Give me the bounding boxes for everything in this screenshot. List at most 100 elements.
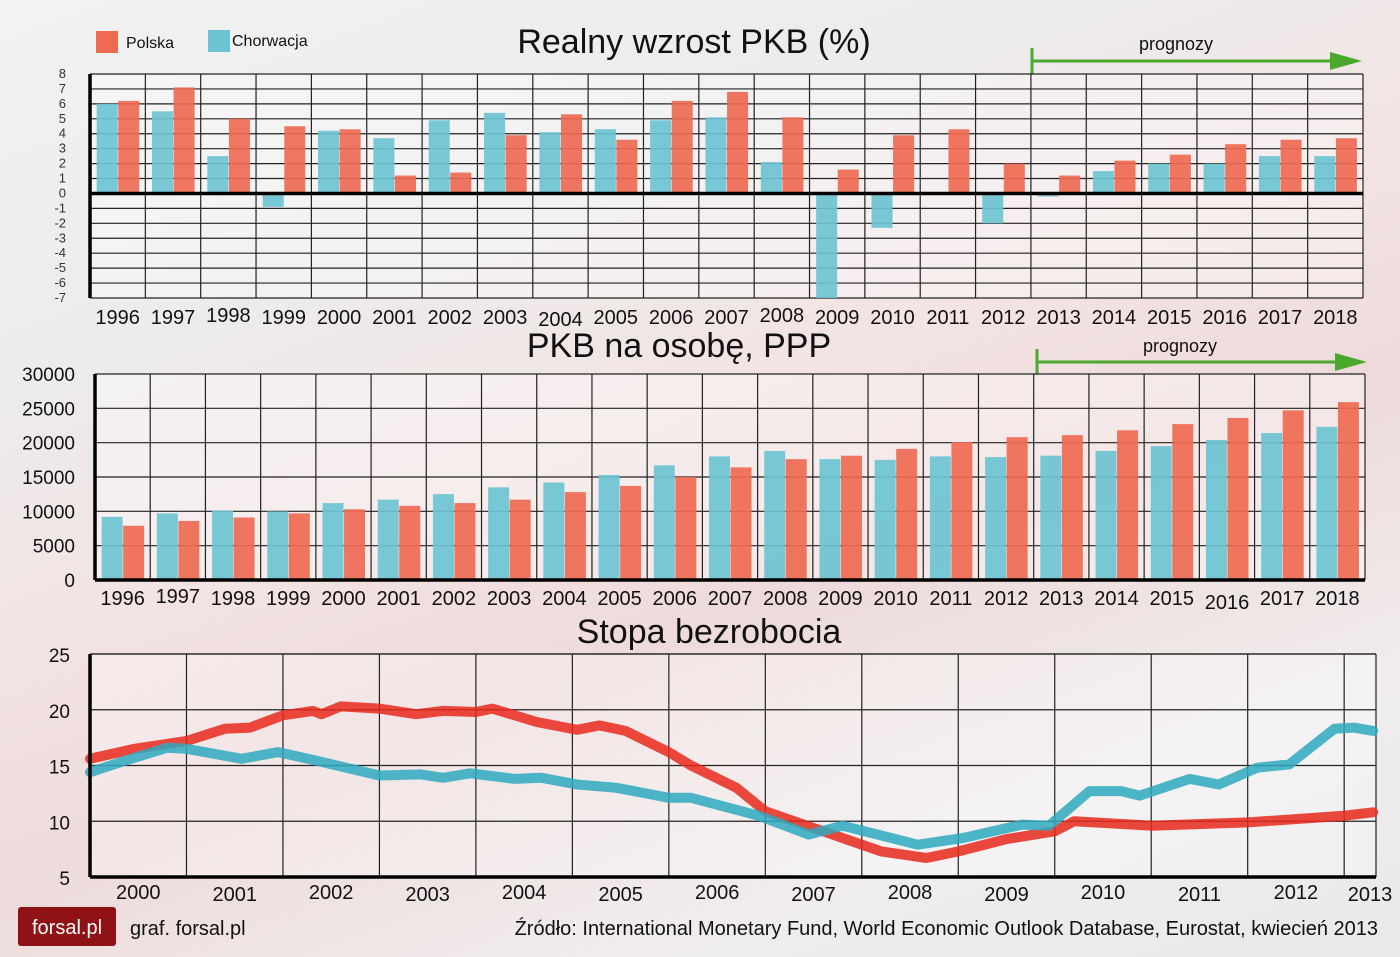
x-tick-label: 2003 (405, 884, 450, 906)
bar-chorwacja-2000 (318, 130, 340, 194)
bar-chorwacja-2005 (594, 129, 616, 194)
y-tick-label: -4 (54, 245, 66, 260)
bar-chorwacja-2015 (1148, 163, 1170, 194)
x-tick-label: 2004 (502, 882, 547, 904)
y-tick-label: -2 (54, 215, 66, 230)
x-tick-label: 2006 (695, 882, 740, 904)
bar-chorwacja-2011 (929, 456, 951, 580)
bar-polska-2004 (564, 492, 586, 580)
x-tick-label: 2012 (981, 307, 1026, 329)
x-tick-label: 2000 (321, 588, 366, 610)
y-tick-label: 6 (59, 96, 66, 111)
y-tick-label: -6 (54, 275, 66, 290)
source-text: Źródło: International Monetary Fund, Wor… (515, 917, 1378, 940)
y-tick-label: 8 (59, 66, 66, 81)
bar-polska-2013 (1061, 435, 1083, 580)
y-tick-label: 25000 (22, 399, 75, 420)
legend-label-chorwacja: Chorwacja (232, 33, 308, 50)
bar-chorwacja-2016 (1205, 439, 1227, 580)
line-series-polska (85, 701, 1379, 863)
x-tick-label: 2011 (1178, 884, 1221, 906)
bar-chorwacja-2014 (1092, 171, 1114, 194)
bar-chorwacja-2004 (539, 132, 561, 194)
bar-chorwacja-2010 (874, 459, 896, 580)
y-tick-label: 7 (59, 81, 66, 96)
bar-polska-2009 (840, 455, 862, 580)
bar-polska-2018 (1337, 402, 1359, 580)
x-tick-label: 1997 (156, 586, 201, 608)
y-tick-label: 0 (64, 571, 75, 592)
y-tick-label: 20 (49, 702, 70, 723)
bar-chorwacja-2004 (543, 482, 565, 580)
bar-chorwacja-2012 (982, 193, 1004, 224)
x-tick-label: 2008 (888, 882, 933, 904)
y-tick-label: 5 (59, 869, 70, 890)
bar-polska-1999 (288, 513, 310, 580)
forsal-logo[interactable]: forsal.pl (18, 907, 116, 946)
bar-polska-2014 (1114, 160, 1136, 194)
y-tick-label: -7 (54, 290, 66, 305)
gdp-growth-title: Realny wzrost PKB (%) (517, 23, 870, 61)
bar-chorwacja-2009 (819, 459, 841, 580)
forecast-arrow-top: prognozy (1030, 34, 1362, 74)
bar-chorwacja-2007 (705, 117, 727, 194)
x-tick-label: 2011 (926, 307, 969, 329)
x-tick-label: 2013 (1348, 884, 1393, 906)
bar-chorwacja-2008 (760, 162, 782, 194)
bar-polska-2017 (1280, 139, 1302, 194)
bar-chorwacja-2005 (598, 474, 620, 580)
y-tick-label: 2 (59, 156, 66, 171)
bar-chorwacja-2015 (1150, 446, 1172, 580)
bar-chorwacja-2017 (1258, 156, 1280, 194)
x-tick-label: 2002 (309, 882, 354, 904)
bar-chorwacja-1997 (151, 111, 174, 194)
x-tick-label: 2001 (372, 307, 417, 329)
bar-polska-2006 (675, 477, 697, 580)
bar-chorwacja-1996 (101, 516, 123, 580)
bar-polska-2002 (454, 503, 476, 580)
x-tick-label: 2006 (653, 588, 698, 610)
legend: Polska Chorwacja (96, 30, 308, 53)
bar-polska-2016 (1227, 417, 1249, 580)
y-tick-label: 0 (59, 185, 66, 200)
x-tick-label: 2004 (542, 588, 587, 610)
bar-chorwacja-2006 (650, 120, 672, 194)
x-tick-label: 2001 (212, 884, 257, 906)
x-tick-label: 2009 (818, 588, 863, 610)
bar-chorwacja-1998 (212, 510, 234, 580)
x-tick-label: 2016 (1205, 592, 1250, 614)
bar-polska-2000 (344, 509, 366, 580)
forecast-label-top: prognozy (1139, 34, 1213, 54)
bar-polska-2002 (450, 172, 472, 194)
x-tick-label: 2005 (597, 588, 642, 610)
x-tick-label: 2010 (870, 307, 915, 329)
bar-chorwacja-2010 (871, 193, 893, 228)
bar-chorwacja-2018 (1316, 426, 1338, 580)
bar-chorwacja-2012 (985, 457, 1007, 580)
bar-chorwacja-2001 (377, 499, 399, 580)
x-tick-label: 2018 (1313, 307, 1358, 329)
bar-polska-1996 (118, 100, 140, 194)
y-tick-label: 25 (49, 646, 70, 667)
x-tick-label: 2005 (594, 307, 639, 329)
bar-polska-2009 (837, 169, 859, 194)
x-tick-label: 2002 (432, 588, 477, 610)
credit-text: graf. forsal.pl (130, 918, 246, 940)
bar-polska-1997 (178, 520, 200, 580)
bar-polska-2005 (616, 139, 638, 194)
x-tick-label: 2014 (1092, 307, 1137, 329)
bar-polska-2008 (785, 459, 807, 580)
bar-polska-2011 (951, 441, 973, 580)
x-tick-label: 2008 (760, 305, 805, 327)
x-tick-label: 2010 (1081, 882, 1126, 904)
x-tick-label: 2015 (1149, 588, 1194, 610)
x-tick-label: 2009 (815, 307, 860, 329)
gdp-per-capita-chart: 30000 25000 20000 15000 10000 5000 0 1996 1997 19… (22, 365, 1366, 614)
bar-polska-2018 (1335, 138, 1357, 194)
bar-polska-2017 (1282, 410, 1304, 580)
line-series-chorwacja (85, 722, 1379, 850)
bar-chorwacja-1999 (267, 511, 289, 580)
x-tick-label: 1996 (95, 307, 140, 329)
x-tick-label: 2016 (1202, 307, 1247, 329)
